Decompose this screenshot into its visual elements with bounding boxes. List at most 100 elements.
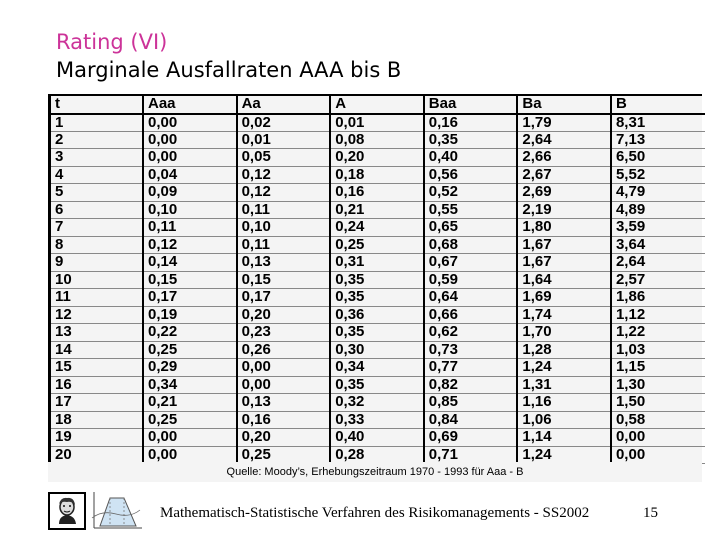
table-cell: 0,66: [423, 306, 519, 324]
table-cell: 1,16: [517, 393, 612, 412]
column-header: B: [610, 96, 705, 115]
table-cell: 0,13: [236, 253, 332, 272]
table-cell: 0,19: [143, 306, 238, 324]
table-cell: 0,84: [423, 411, 519, 429]
table-cell: 0,00: [236, 358, 332, 377]
default-rates-table-container: t Aaa Aa A Baa Ba B 1 0,00 0,02 0,01 0,16 1,79 8,31 2…: [48, 94, 705, 464]
table-cell: 0,35: [330, 323, 425, 342]
table-cell: 0,59: [423, 271, 519, 289]
table-cell: 0,30: [330, 341, 425, 359]
table-row: 11 0,17 0,17 0,35 0,64 1,69 1,86: [51, 288, 705, 307]
table-row: 2 0,00 0,01 0,08 0,35 2,64 7,13: [51, 131, 705, 149]
table-cell: 0,10: [143, 201, 238, 219]
table-cell: 0,26: [236, 341, 332, 359]
table-cell: 1,31: [517, 376, 612, 394]
table-cell: 0,00: [143, 131, 238, 149]
page-number: 15: [643, 505, 658, 521]
table-cell: 0,85: [423, 393, 519, 412]
table-cell: 4,79: [610, 183, 705, 202]
table-cell: 0,00: [143, 428, 238, 447]
table-cell: 0,00: [143, 148, 238, 167]
table-cell: 0,68: [423, 236, 519, 254]
table-cell: 18: [51, 411, 144, 429]
table-cell: 1,64: [517, 271, 612, 289]
density-chart-icon: [88, 488, 144, 532]
table-cell: 0,56: [423, 166, 519, 184]
table-cell: 19: [51, 428, 144, 447]
table-cell: 1,24: [517, 446, 612, 464]
table-cell: 1,80: [517, 218, 612, 237]
table-cell: 2,64: [610, 253, 705, 272]
table-cell: 0,20: [330, 148, 425, 167]
table-row: 1 0,00 0,02 0,01 0,16 1,79 8,31: [51, 113, 705, 132]
footer-text: Mathematisch-Statistische Verfahren des …: [160, 505, 590, 521]
table-cell: 0,34: [143, 376, 238, 394]
table-cell: 0,20: [236, 306, 332, 324]
table-cell: 0,20: [236, 428, 332, 447]
table-cell: 0,15: [143, 271, 238, 289]
table-cell: 0,08: [330, 131, 425, 149]
table-cell: 0,24: [330, 218, 425, 237]
table-cell: 1,14: [517, 428, 612, 447]
table-row: 8 0,12 0,11 0,25 0,68 1,67 3,64: [51, 236, 705, 254]
table-row: 4 0,04 0,12 0,18 0,56 2,67 5,52: [51, 166, 705, 184]
table-row: 10 0,15 0,15 0,35 0,59 1,64 2,57: [51, 271, 705, 289]
table-cell: 0,09: [143, 183, 238, 202]
table-cell: 9: [51, 253, 144, 272]
table-body: 1 0,00 0,02 0,01 0,16 1,79 8,31 2 0,00 0,01 0,08 0,…: [51, 113, 705, 464]
table-cell: 0,33: [330, 411, 425, 429]
density-chart-graphic: [91, 492, 142, 529]
table-row: 14 0,25 0,26 0,30 0,73 1,28 1,03: [51, 341, 705, 359]
table-cell: 8,31: [610, 113, 705, 132]
table-cell: 0,35: [330, 376, 425, 394]
portrait-icon-graphic: [50, 494, 84, 528]
table-cell: 1,06: [517, 411, 612, 429]
table-cell: 8: [51, 236, 144, 254]
table-cell: 1,74: [517, 306, 612, 324]
table-cell: 1,22: [610, 323, 705, 342]
table-cell: 1,50: [610, 393, 705, 412]
table-cell: 0,35: [330, 271, 425, 289]
table-cell: 1,03: [610, 341, 705, 359]
table-row: 13 0,22 0,23 0,35 0,62 1,70 1,22: [51, 323, 705, 342]
title-block: Rating (VI) Marginale Ausfallraten AAA b…: [56, 28, 401, 84]
table-cell: 10: [51, 271, 144, 289]
table-cell: 0,12: [236, 166, 332, 184]
table-row: 9 0,14 0,13 0,31 0,67 1,67 2,64: [51, 253, 705, 272]
table-cell: 1: [51, 113, 144, 132]
table-cell: 2,67: [517, 166, 612, 184]
table-cell: 0,01: [236, 131, 332, 149]
column-header: Aa: [236, 96, 332, 115]
table-row: 12 0,19 0,20 0,36 0,66 1,74 1,12: [51, 306, 705, 324]
table-cell: 0,77: [423, 358, 519, 377]
table-cell: 2,66: [517, 148, 612, 167]
table-cell: 20: [51, 446, 144, 464]
table-cell: 0,11: [143, 218, 238, 237]
table-cell: 0,16: [423, 113, 519, 132]
column-header: t: [51, 96, 144, 115]
table-cell: 15: [51, 358, 144, 377]
table-cell: 0,69: [423, 428, 519, 447]
table-cell: 0,58: [610, 411, 705, 429]
table-cell: 1,70: [517, 323, 612, 342]
table-row: 6 0,10 0,11 0,21 0,55 2,19 4,89: [51, 201, 705, 219]
table-cell: 0,00: [610, 446, 705, 464]
table-cell: 7: [51, 218, 144, 237]
table-cell: 1,69: [517, 288, 612, 307]
table-cell: 14: [51, 341, 144, 359]
table-row: 7 0,11 0,10 0,24 0,65 1,80 3,59: [51, 218, 705, 237]
source-note: Quelle: Moody’s, Erhebungszeitraum 1970 …: [48, 462, 702, 482]
table-cell: 0,64: [423, 288, 519, 307]
table-header-row: t Aaa Aa A Baa Ba B: [51, 96, 705, 115]
table-cell: 0,28: [330, 446, 425, 464]
table-cell: 0,25: [236, 446, 332, 464]
table-cell: 2,57: [610, 271, 705, 289]
table-cell: 2,64: [517, 131, 612, 149]
table-cell: 6: [51, 201, 144, 219]
table-cell: 1,24: [517, 358, 612, 377]
table-row: 17 0,21 0,13 0,32 0,85 1,16 1,50: [51, 393, 705, 412]
table-row: 5 0,09 0,12 0,16 0,52 2,69 4,79: [51, 183, 705, 202]
table-cell: 2,19: [517, 201, 612, 219]
portrait-icon: [48, 492, 86, 530]
table-cell: 1,67: [517, 236, 612, 254]
